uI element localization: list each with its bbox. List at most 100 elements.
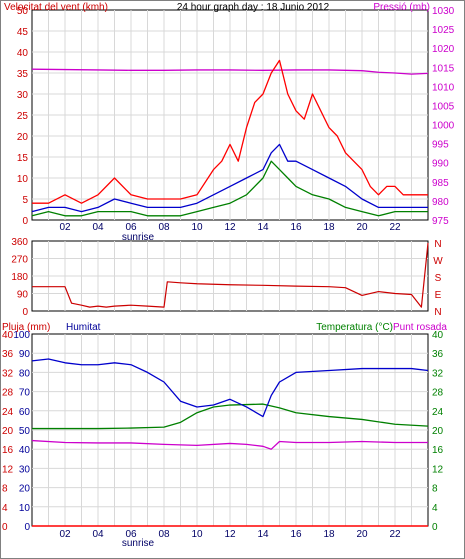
- temperature-line: [32, 403, 429, 430]
- panel1-x-ticks: 02 04 06 08 10 12 14 16 18 20 22: [59, 222, 401, 233]
- temperature-tick-label: 40: [432, 330, 444, 341]
- x-tick-label: 08: [158, 529, 170, 540]
- compass-label: S: [435, 273, 442, 284]
- wind-tick-label: 45: [17, 27, 29, 38]
- panel3-x-ticks: 02 04 06 08 10 12 14 16 18 20 22: [59, 529, 401, 540]
- temperature-tick-label: 28: [432, 388, 444, 399]
- temperature-tick-label: 24: [432, 407, 444, 418]
- x-tick-label: 20: [356, 529, 368, 540]
- humidity-tick-label: 60: [19, 407, 31, 418]
- x-tick-label: 02: [59, 222, 71, 233]
- wind-tick-label: 15: [17, 153, 29, 164]
- panel3-grid: [32, 334, 428, 526]
- x-tick-label: 22: [389, 222, 401, 233]
- x-tick-label: 14: [257, 222, 269, 233]
- wind-tick-label: 10: [17, 174, 29, 185]
- rain-tick-label: 28: [2, 388, 14, 399]
- panel2-left-ticks: 0 90 180 270 360: [11, 237, 28, 318]
- pressure-tick-label: 975: [432, 216, 449, 227]
- x-tick-label: 12: [224, 529, 236, 540]
- rain-tick-label: 40: [2, 330, 14, 341]
- compass-label: N: [434, 239, 441, 250]
- compass-label: E: [435, 290, 442, 301]
- rain-tick-label: 16: [2, 445, 14, 456]
- x-tick-label: 12: [224, 222, 236, 233]
- x-tick-label: 10: [191, 222, 203, 233]
- rain-tick-label: 8: [2, 484, 8, 495]
- humidity-tick-label: 80: [19, 368, 31, 379]
- humidity-axis-label: Humitat: [66, 322, 101, 333]
- pressure-tick-label: 1015: [432, 63, 455, 74]
- temperature-tick-label: 12: [432, 464, 444, 475]
- panel1-right-ticks: 975 980 985 990 995 1000 1005 1010 1015 1020 1025 1…: [432, 6, 455, 227]
- pressure-tick-label: 1010: [432, 82, 455, 93]
- x-tick-label: 06: [125, 222, 137, 233]
- pressure-tick-label: 1025: [432, 25, 455, 36]
- panel3-rain-ticks: 0 4 8 12 16 20 24 28 32 36 40: [2, 330, 14, 533]
- rain-tick-label: 12: [2, 464, 14, 475]
- x-tick-label: 18: [323, 222, 335, 233]
- dewpoint-line: [31, 439, 428, 450]
- average-wind-line: [31, 143, 428, 213]
- direction-tick-label: 180: [11, 272, 28, 283]
- rain-tick-label: 32: [2, 368, 14, 379]
- wind-tick-label: 40: [17, 48, 29, 59]
- compass-label: N: [434, 307, 441, 318]
- panel1-left-ticks: 0 5 10 15 20 25 30 35 40 45 50: [17, 6, 29, 227]
- pressure-tick-label: 995: [432, 140, 449, 151]
- panel3-series: [31, 358, 429, 527]
- humidity-tick-label: 90: [19, 349, 31, 360]
- humidity-tick-label: 0: [24, 522, 30, 533]
- gust-line: [32, 59, 428, 204]
- x-tick-label: 10: [191, 529, 203, 540]
- wind-tick-label: 30: [17, 90, 29, 101]
- pressure-tick-label: 980: [432, 197, 449, 208]
- temperature-tick-label: 36: [432, 349, 444, 360]
- temperature-tick-label: 8: [432, 484, 438, 495]
- rain-tick-label: 24: [2, 407, 14, 418]
- panel1-series: [31, 59, 429, 217]
- humidity-tick-label: 20: [19, 484, 31, 495]
- x-tick-label: 04: [92, 222, 104, 233]
- x-tick-label: 14: [257, 529, 269, 540]
- x-tick-label: 22: [389, 529, 401, 540]
- dewpoint-axis-label: Punt rosada: [393, 322, 447, 333]
- panel3-humidity-ticks: 0 10 20 30 40 50 60 70 80 90 100: [13, 330, 30, 533]
- sustained-wind-line: [31, 160, 428, 217]
- pressure-line: [31, 68, 429, 75]
- pressure-tick-label: 1000: [432, 121, 455, 132]
- rain-tick-label: 36: [2, 349, 14, 360]
- wind-tick-label: 25: [17, 111, 29, 122]
- rain-tick-label: 20: [2, 426, 14, 437]
- x-tick-label: 20: [356, 222, 368, 233]
- pressure-tick-label: 985: [432, 178, 449, 189]
- temperature-tick-label: 16: [432, 445, 444, 456]
- humidity-tick-label: 40: [19, 445, 31, 456]
- humidity-tick-label: 70: [19, 388, 31, 399]
- wind-tick-label: 5: [22, 195, 28, 206]
- panel3-temp-ticks: 0 4 8 12 16 20 24 28 32 36 40: [432, 330, 444, 533]
- pressure-tick-label: 990: [432, 159, 449, 170]
- wind-tick-label: 0: [22, 216, 28, 227]
- humidity-tick-label: 100: [13, 330, 30, 341]
- humidity-tick-label: 10: [19, 503, 31, 514]
- x-tick-label: 02: [59, 529, 71, 540]
- panel1-grid: [32, 10, 428, 220]
- x-tick-label: 18: [323, 529, 335, 540]
- temperature-axis-label: Temperatura (°C): [316, 322, 393, 333]
- pressure-tick-label: 1030: [432, 6, 455, 17]
- direction-tick-label: 0: [22, 307, 28, 318]
- pressure-tick-label: 1005: [432, 101, 455, 112]
- pressure-axis-label: Pressió (mb): [373, 2, 430, 13]
- rain-axis-label: Pluja (mm): [2, 322, 50, 333]
- wind-direction-line: [32, 242, 429, 308]
- direction-tick-label: 90: [17, 290, 29, 301]
- temperature-tick-label: 32: [432, 368, 444, 379]
- chart-title: 24 hour graph day : 18 Junio 2012: [177, 2, 330, 13]
- wind-tick-label: 35: [17, 69, 29, 80]
- wind-tick-label: 20: [17, 132, 29, 143]
